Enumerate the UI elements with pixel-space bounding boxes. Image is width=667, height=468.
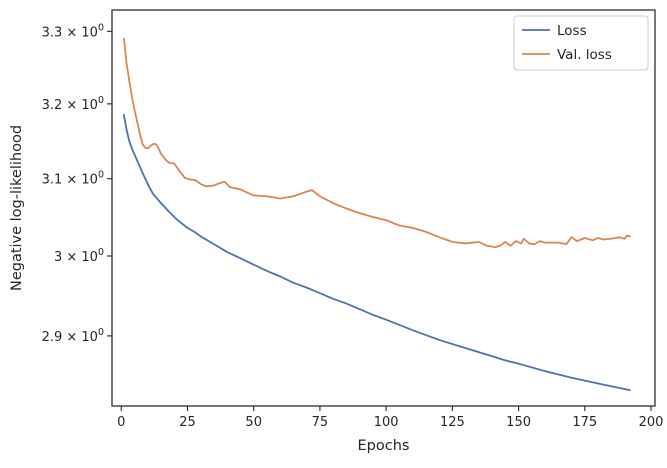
plot-area bbox=[123, 37, 631, 392]
x-tick-label: 50 bbox=[245, 415, 262, 430]
y-axis-label: Negative log-likelihood bbox=[9, 125, 25, 291]
y-tick-label: 3 × 100 bbox=[54, 247, 104, 265]
legend-label-loss: Loss bbox=[557, 23, 587, 39]
legend-label-val-loss: Val. loss bbox=[557, 47, 612, 63]
y-tick-label: 3.2 × 100 bbox=[42, 95, 104, 113]
x-tick-label: 75 bbox=[312, 415, 329, 430]
x-tick-label: 150 bbox=[506, 415, 531, 430]
axes-frame bbox=[111, 9, 656, 407]
x-tick-label: 25 bbox=[179, 415, 196, 430]
x-axis: 0 25 50 75 100 125 150 175 200 bbox=[117, 406, 663, 430]
x-tick-label: 100 bbox=[374, 415, 399, 430]
legend: Loss Val. loss bbox=[513, 15, 649, 71]
series-line-loss bbox=[123, 114, 631, 392]
x-tick-label: 0 bbox=[117, 415, 125, 430]
y-tick-label: 3.1 × 100 bbox=[42, 170, 104, 188]
y-tick-label: 3.3 × 100 bbox=[42, 22, 104, 40]
x-tick-label: 200 bbox=[639, 415, 664, 430]
series-line-val-loss bbox=[123, 37, 631, 249]
y-tick-label: 2.9 × 100 bbox=[42, 327, 104, 345]
x-tick-label: 175 bbox=[572, 415, 597, 430]
x-tick-label: 125 bbox=[440, 415, 465, 430]
y-axis: 3.3 × 100 3.2 × 100 3.1 × 100 3 × 100 2.9 × … bbox=[42, 22, 112, 345]
x-axis-label: Epochs bbox=[358, 438, 410, 454]
